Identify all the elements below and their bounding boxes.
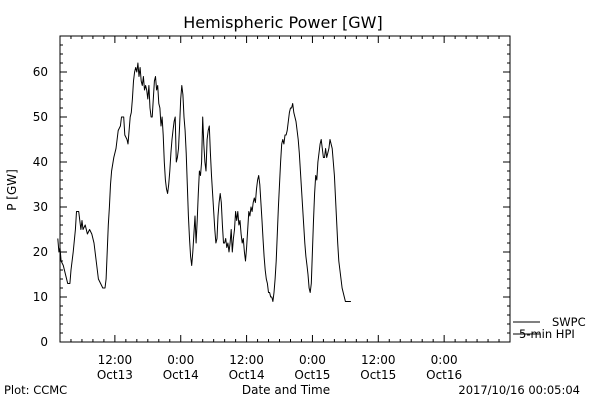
y-axis-label: P [GW]	[5, 169, 19, 211]
x-tick-date-label: Oct13	[97, 368, 133, 382]
x-tick-time-label: 0:00	[167, 353, 194, 367]
legend: SWPC 5-min HPI	[513, 315, 586, 341]
x-tick-date-label: Oct15	[294, 368, 330, 382]
plot-frame	[59, 35, 511, 343]
y-tick-label: 40	[33, 155, 48, 169]
x-tick-time-label: 12:00	[98, 353, 133, 367]
y-tick-label: 10	[33, 290, 48, 304]
y-axis: 0 10 20 30 40 50 60	[33, 35, 510, 349]
x-tick-time-label: 12:00	[361, 353, 396, 367]
x-tick-time-label: 0:00	[431, 353, 458, 367]
legend-label-hpi: 5-min HPI	[519, 327, 575, 341]
x-axis: 12:00Oct130:00Oct1412:00Oct140:00Oct1512…	[59, 36, 511, 382]
x-tick-date-label: Oct14	[229, 368, 265, 382]
x-tick-time-label: 0:00	[299, 353, 326, 367]
x-tick-date-label: Oct15	[360, 368, 396, 382]
y-tick-label: 60	[33, 65, 48, 79]
y-tick-label: 50	[33, 110, 48, 124]
y-tick-label: 30	[33, 200, 48, 214]
timestamp: 2017/10/16 00:05:04	[458, 383, 580, 397]
x-tick-date-label: Oct16	[426, 368, 462, 382]
x-tick-date-label: Oct14	[163, 368, 199, 382]
plot-credit: Plot: CCMC	[4, 383, 67, 397]
series-group	[57, 62, 351, 302]
y-tick-label: 0	[40, 335, 48, 349]
y-tick-label: 20	[33, 245, 48, 259]
x-axis-label: Date and Time	[242, 383, 330, 397]
chart-title: Hemispheric Power [GW]	[183, 13, 382, 32]
series-line-5-min-hpi	[57, 62, 351, 302]
x-tick-time-label: 12:00	[229, 353, 264, 367]
legend-label-swpc: SWPC	[552, 315, 586, 329]
